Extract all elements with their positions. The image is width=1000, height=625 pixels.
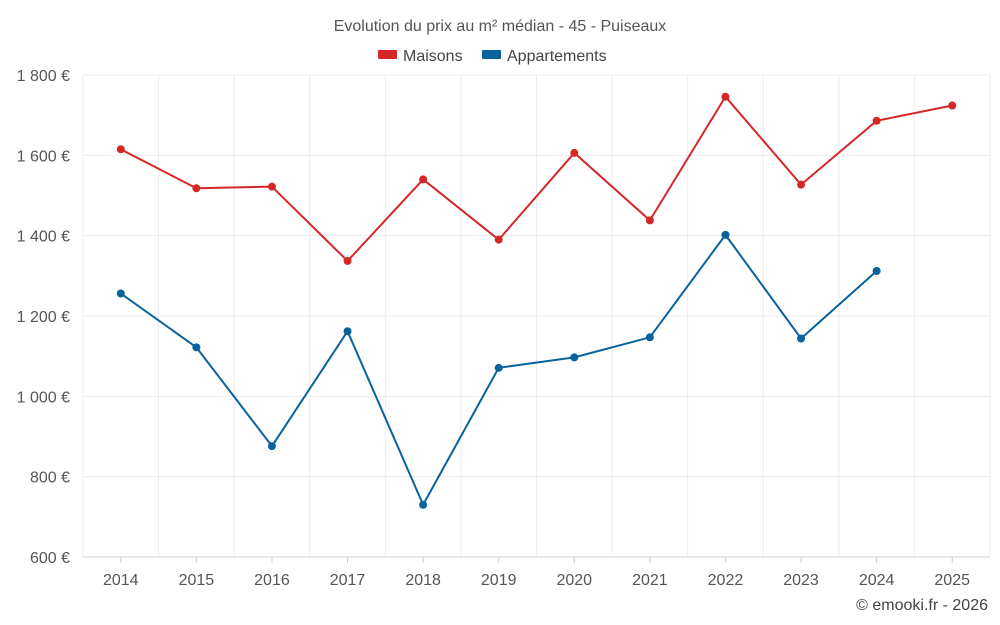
legend-swatch — [482, 50, 501, 59]
data-point[interactable] — [570, 353, 579, 362]
data-point[interactable] — [419, 175, 428, 184]
data-point[interactable] — [267, 442, 276, 451]
data-point[interactable] — [872, 116, 881, 125]
data-point[interactable] — [797, 180, 806, 189]
x-tick-label: 2014 — [103, 572, 139, 589]
chart-title: Evolution du prix au m² médian - 45 - Pu… — [334, 18, 667, 35]
credit-text: © emooki.fr - 2026 — [856, 597, 988, 614]
grid — [82, 74, 991, 558]
data-point[interactable] — [116, 289, 125, 298]
x-tick-label: 2025 — [934, 572, 970, 589]
y-tick-label: 1 200 € — [17, 309, 70, 326]
x-axis: 2014 2015 2016 2017 2018 2019 2020 2021 2022 2023… — [103, 557, 970, 589]
legend-label: Appartements — [507, 48, 607, 65]
y-axis: 600 € 800 € 1 000 € 1 200 € 1 400 € 1 600 € 1 … — [17, 68, 70, 567]
series-layer — [116, 92, 957, 509]
data-point[interactable] — [116, 145, 125, 154]
series-appartements — [116, 230, 881, 509]
x-tick-label: 2020 — [556, 572, 592, 589]
legend-swatch — [378, 50, 397, 59]
series-maisons — [116, 92, 957, 265]
y-tick-label: 600 € — [30, 550, 70, 567]
x-tick-label: 2019 — [481, 572, 517, 589]
legend-label: Maisons — [403, 48, 463, 65]
data-point[interactable] — [343, 327, 352, 336]
data-point[interactable] — [872, 267, 881, 276]
data-point[interactable] — [494, 363, 503, 372]
data-point[interactable] — [645, 333, 654, 342]
series-line — [120, 95, 953, 262]
data-point[interactable] — [797, 334, 806, 343]
y-tick-label: 1 800 € — [17, 68, 70, 85]
data-point[interactable] — [570, 148, 579, 157]
y-tick-label: 800 € — [30, 470, 70, 487]
data-point[interactable] — [267, 182, 276, 191]
y-tick-label: 1 000 € — [17, 389, 70, 406]
data-point[interactable] — [192, 184, 201, 193]
y-tick-label: 1 600 € — [17, 148, 70, 165]
x-tick-label: 2021 — [632, 572, 668, 589]
data-point[interactable] — [948, 101, 957, 110]
x-tick-label: 2022 — [708, 572, 744, 589]
x-tick-label: 2017 — [330, 572, 366, 589]
y-tick-label: 1 400 € — [17, 229, 70, 246]
data-point[interactable] — [721, 230, 730, 239]
data-point[interactable] — [192, 343, 201, 352]
x-tick-label: 2016 — [254, 572, 290, 589]
x-tick-label: 2015 — [179, 572, 215, 589]
legend-item-maisons[interactable]: Maisons — [378, 48, 463, 65]
legend[interactable]: Maisons Appartements — [378, 48, 607, 65]
legend-item-appartements[interactable]: Appartements — [482, 48, 607, 65]
data-point[interactable] — [419, 500, 428, 509]
data-point[interactable] — [645, 216, 654, 225]
data-point[interactable] — [721, 92, 730, 101]
data-point[interactable] — [494, 235, 503, 244]
x-tick-label: 2018 — [405, 572, 441, 589]
x-tick-label: 2024 — [859, 572, 895, 589]
data-point[interactable] — [343, 256, 352, 265]
x-tick-label: 2023 — [783, 572, 819, 589]
